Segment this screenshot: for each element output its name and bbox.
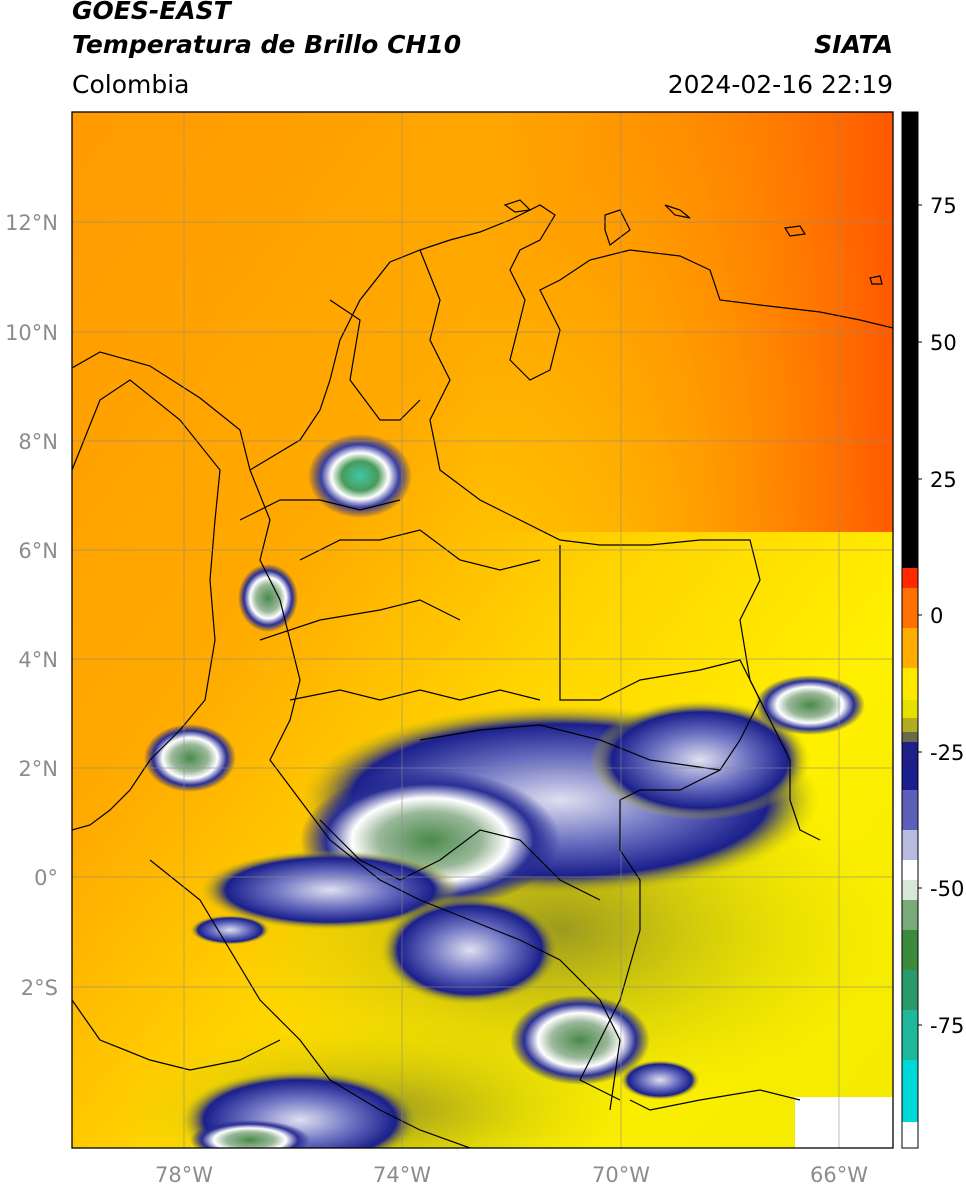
colorbar-tick-minus50: -50 bbox=[930, 877, 964, 901]
longitude-labels: 78°W 74°W 70°W 66°W bbox=[155, 1163, 868, 1187]
map-frame bbox=[71, 111, 894, 1149]
boundary-lines bbox=[72, 199, 893, 1148]
lat-label-8n: 8°N bbox=[18, 430, 58, 454]
lon-label-70w: 70°W bbox=[592, 1163, 650, 1187]
lat-label-12n: 12°N bbox=[5, 211, 58, 235]
lat-label-2s: 2°S bbox=[21, 976, 58, 1000]
organization-label: SIATA bbox=[814, 30, 893, 59]
lat-label-6n: 6°N bbox=[18, 539, 58, 563]
colorbar-tick-25: 25 bbox=[930, 468, 957, 492]
lat-label-4n: 4°N bbox=[18, 648, 58, 672]
lat-label-10n: 10°N bbox=[5, 321, 58, 345]
brightness-temperature-field bbox=[72, 112, 893, 1148]
colorbar-tick-0: 0 bbox=[930, 604, 943, 628]
region-label: Colombia bbox=[72, 70, 190, 99]
graticule bbox=[72, 112, 893, 1148]
lon-label-66w: 66°W bbox=[810, 1163, 868, 1187]
lon-label-78w: 78°W bbox=[155, 1163, 213, 1187]
colorbar-tick-75: 75 bbox=[930, 194, 957, 218]
product-title: Temperatura de Brillo CH10 bbox=[72, 30, 462, 59]
colorbar-tick-minus75: -75 bbox=[930, 1014, 964, 1038]
satellite-title: GOES-EAST bbox=[72, 0, 231, 25]
colorbar: 75 50 25 0 -25 -50 -75 bbox=[901, 111, 964, 1149]
timestamp-label: 2024-02-16 22:19 bbox=[667, 70, 893, 99]
lon-label-74w: 74°W bbox=[373, 1163, 431, 1187]
colorbar-tick-50: 50 bbox=[930, 331, 957, 355]
colorbar-black-segment bbox=[902, 112, 918, 568]
lat-label-0: 0° bbox=[34, 866, 58, 890]
colorbar-tick-minus25: -25 bbox=[930, 741, 964, 765]
lat-label-2n: 2°N bbox=[18, 757, 58, 781]
latitude-labels: 12°N 10°N 8°N 6°N 4°N 2°N 0° 2°S bbox=[5, 211, 58, 1000]
